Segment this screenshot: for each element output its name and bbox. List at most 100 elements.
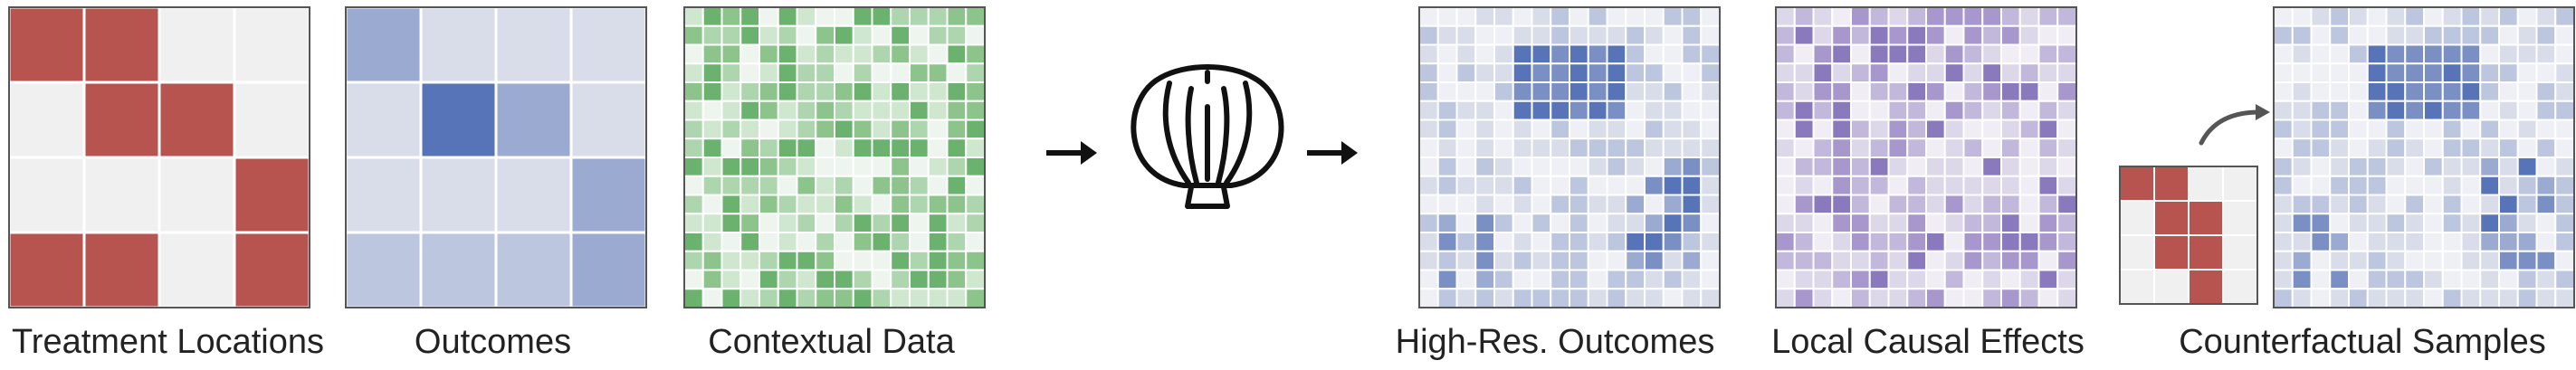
- counterfactual-outcome-cell: [2329, 269, 2350, 290]
- causal-effect-cell: [1943, 24, 1965, 46]
- high-res-outcome-cell: [1606, 62, 1627, 83]
- counterfactual-outcome-cell: [2423, 269, 2444, 290]
- counterfactual-treatment-cell: [2153, 166, 2190, 202]
- counterfactual-outcome-cell: [2310, 157, 2332, 177]
- high-res-outcome-cell: [1606, 269, 1627, 290]
- counterfactual-outcome-cell: [2291, 100, 2313, 121]
- contextual-cell: [701, 175, 723, 196]
- causal-effect-cell: [2000, 100, 2021, 121]
- contextual-cell: [758, 269, 779, 290]
- high-res-outcome-cell: [1455, 24, 1477, 46]
- high-res-outcome-cell: [1550, 119, 1570, 140]
- contextual-cell: [890, 43, 911, 65]
- counterfactual-outcome-cell: [2498, 62, 2519, 83]
- counterfactual-outcome-cell: [2385, 232, 2407, 252]
- high-res-outcome-cell: [1474, 119, 1495, 140]
- counterfactual-outcome-cell: [2554, 62, 2575, 83]
- causal-effect-cell: [2000, 138, 2021, 158]
- counterfactual-outcome-cell: [2310, 6, 2332, 27]
- causal-effect-cell: [1981, 43, 2002, 65]
- high-res-outcome-cell: [1569, 100, 1589, 121]
- grid-frame: [2119, 166, 2258, 305]
- causal-effect-cell: [1850, 138, 1871, 158]
- outcome-cell: [344, 156, 423, 234]
- contextual-cell: [909, 119, 930, 140]
- counterfactual-outcome-cell: [2423, 43, 2444, 65]
- treatment-cell: [157, 156, 236, 234]
- counterfactual-outcome-cell: [2291, 62, 2313, 83]
- contextual-cell: [758, 138, 779, 158]
- counterfactual-outcome-cell: [2460, 62, 2482, 83]
- contextual-cell: [890, 100, 911, 121]
- high-res-outcome-cell: [1625, 100, 1646, 121]
- counterfactual-outcome-cell: [2441, 269, 2463, 290]
- contextual-cell: [815, 269, 835, 290]
- high-res-outcome-cell: [1474, 175, 1495, 196]
- high-res-outcome-cell: [1493, 138, 1514, 158]
- causal-effect-cell: [1925, 157, 1946, 177]
- causal-effect-cell: [1943, 269, 1965, 290]
- causal-effect-cell: [1887, 269, 1909, 290]
- counterfactual-outcome-cell: [2366, 100, 2388, 121]
- high-res-outcome-cell: [1625, 250, 1646, 271]
- high-res-outcome-cell: [1512, 24, 1533, 46]
- counterfactual-outcome-cell: [2329, 119, 2350, 140]
- contextual-cell: [720, 6, 742, 27]
- contextual-cell: [815, 119, 835, 140]
- causal-effect-cell: [1925, 81, 1946, 102]
- high-res-outcome-cell: [1662, 119, 1684, 140]
- causal-effect-cell: [1925, 62, 1946, 83]
- high-res-outcome-cell: [1587, 24, 1608, 46]
- counterfactual-outcome-cell: [2441, 119, 2463, 140]
- counterfactual-outcome-cell: [2291, 232, 2313, 252]
- causal-effect-cell: [1981, 232, 2002, 252]
- contextual-cell: [815, 43, 835, 65]
- high-res-outcome-cell: [1512, 62, 1533, 83]
- counterfactual-outcome-cell: [2329, 288, 2350, 308]
- counterfactual-outcome-cell: [2535, 24, 2557, 46]
- contextual-cell: [834, 194, 854, 215]
- contextual-cell: [720, 194, 742, 215]
- counterfactual-outcome-cell: [2366, 213, 2388, 233]
- counterfactual-outcome-cell: [2348, 138, 2369, 158]
- causal-effect-cell: [1943, 43, 1965, 65]
- causal-effect-cell: [1831, 175, 1852, 196]
- counterfactual-outcome-cell: [2366, 232, 2388, 252]
- causal-effect-cell: [1812, 100, 1834, 121]
- contextual-cell: [777, 157, 798, 177]
- contextual-cell: [852, 288, 873, 308]
- counterfactual-outcome-cell: [2404, 43, 2425, 65]
- high-res-outcome-cell: [1455, 81, 1477, 102]
- contextual-cell: [796, 24, 817, 46]
- causal-effect-cell: [1943, 6, 1965, 27]
- contextual-cell: [683, 138, 704, 158]
- contextual-cell: [815, 100, 835, 121]
- causal-effect-cell: [1962, 232, 1984, 252]
- causal-effect-cell: [2056, 157, 2077, 177]
- contextual-cell: [965, 138, 986, 158]
- contextual-cell: [890, 6, 911, 27]
- causal-effect-cell: [1906, 213, 1927, 233]
- causal-effect-cell: [1831, 250, 1852, 271]
- high-res-outcome-cell: [1587, 194, 1608, 215]
- contextual-cell: [739, 100, 760, 121]
- contextual-cell: [852, 213, 873, 233]
- contextual-cell: [852, 232, 873, 252]
- contextual-cell: [965, 232, 986, 252]
- contextual-cell: [834, 100, 854, 121]
- causal-effect-cell: [2000, 81, 2021, 102]
- causal-effect-cell: [2056, 119, 2077, 140]
- high-res-outcome-cell: [1662, 194, 1684, 215]
- contextual-cell: [927, 175, 949, 196]
- outcomes-grid: [344, 5, 648, 309]
- counterfactual-outcome-cell: [2291, 43, 2313, 65]
- counterfactual-outcome-cell: [2498, 157, 2519, 177]
- counterfactual-outcome-cell: [2460, 250, 2482, 271]
- counterfactual-outcome-cell: [2385, 6, 2407, 27]
- contextual-cell: [909, 157, 930, 177]
- grid-frame: [1418, 6, 1721, 308]
- causal-effect-cell: [1925, 288, 1946, 308]
- causal-effect-cell: [1906, 138, 1927, 158]
- counterfactual-outcome-cell: [2498, 138, 2519, 158]
